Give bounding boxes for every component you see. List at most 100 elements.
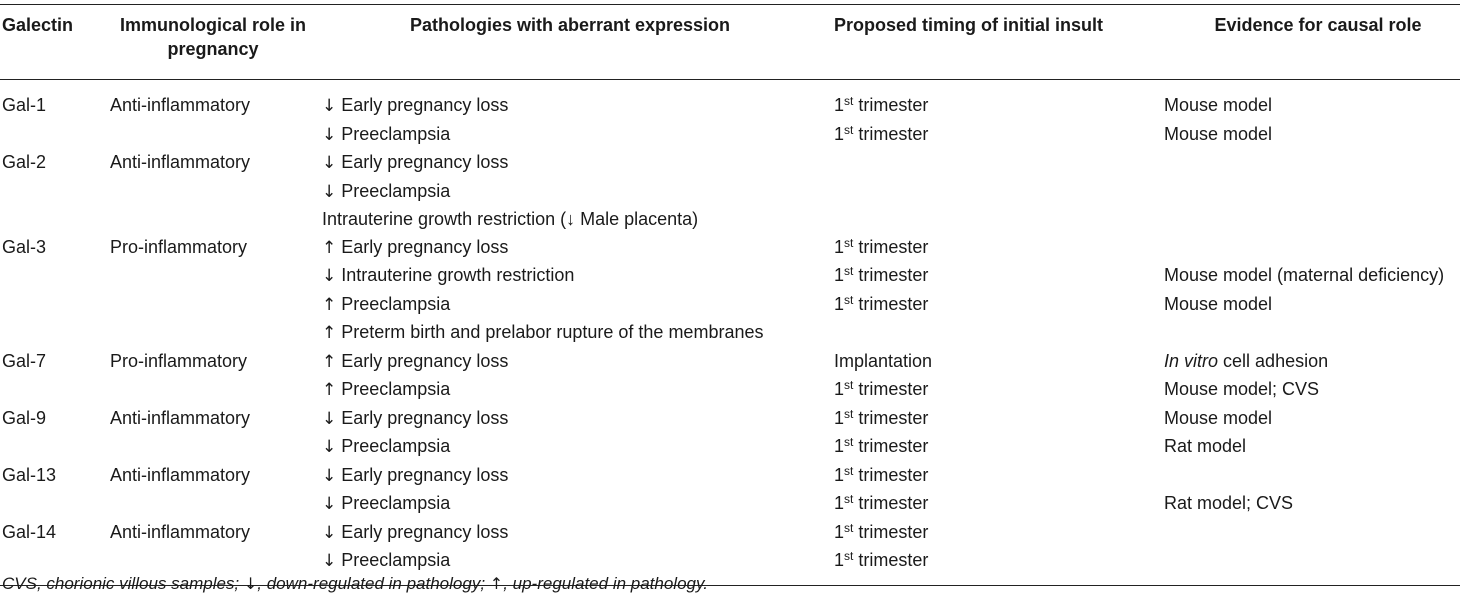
galectin-name: Gal-1 (2, 95, 47, 115)
cell-timing: 1st trimester (824, 121, 1164, 150)
cell-timing: Implantation (824, 348, 1164, 377)
regulation-arrow: ↓ (322, 465, 337, 486)
cell-timing (824, 319, 1164, 348)
role-text: Pro-inflammatory (110, 350, 248, 371)
timing-main: 1 (834, 379, 845, 399)
cell-galectin (0, 206, 110, 234)
cell-evidence: Mouse model (1164, 80, 1460, 121)
cell-role: Anti-inflammatory (110, 80, 316, 121)
timing-suffix: trimester (853, 95, 929, 115)
cell-evidence (1164, 149, 1460, 178)
cell-evidence: Mouse model (1164, 405, 1460, 434)
evidence-text: Rat model (1164, 436, 1247, 456)
cell-galectin: Gal-2 (0, 149, 110, 178)
cell-evidence (1164, 206, 1460, 234)
cell-timing (824, 178, 1164, 207)
timing-main: 1 (834, 521, 845, 542)
cell-galectin (0, 490, 110, 519)
evidence-text: Rat model; CVS (1164, 493, 1294, 513)
cell-pathology: ↑ Preterm birth and prelabor rupture of … (316, 319, 824, 348)
regulation-arrow: ↓ (322, 124, 337, 145)
cell-role: Pro-inflammatory (110, 234, 316, 263)
cell-evidence: In vitro cell adhesion (1164, 348, 1460, 377)
header-timing: Proposed timing of initial insult (834, 15, 1103, 35)
regulation-arrow: ↓ (322, 551, 337, 571)
cell-galectin (0, 121, 110, 150)
table-row: ↓ Preeclampsia 1st trimester Rat model; CV… (0, 490, 1460, 519)
cell-role (110, 376, 316, 405)
timing-main: 1 (834, 493, 845, 513)
timing-ordinal: st (844, 463, 854, 478)
cell-pathology: ↓ Early pregnancy loss (316, 462, 824, 491)
cell-evidence (1164, 547, 1460, 585)
regulation-arrow: ↓ (322, 408, 337, 429)
header-role-text: Immunological role in pregnancy (119, 15, 307, 59)
table-row: Gal-13 Anti-inflammatory ↓ Early pregnancy… (0, 462, 1460, 491)
timing-main: 1 (834, 550, 845, 570)
cell-galectin (0, 319, 110, 348)
pathology-text: Preeclampsia (341, 123, 451, 144)
timing-main: 1 (834, 293, 845, 314)
cell-role: Anti-inflammatory (110, 462, 316, 491)
cell-pathology: ↑ Early pregnancy loss (316, 234, 824, 263)
cell-evidence: Mouse model; CVS (1164, 376, 1460, 405)
footnote-text-2: , down-regulated in pathology; (257, 574, 490, 593)
cell-timing: 1st trimester (824, 462, 1164, 491)
regulation-arrow: ↓ (322, 153, 337, 173)
timing-ordinal: st (844, 292, 854, 307)
pathology-text: Preeclampsia (341, 436, 451, 456)
timing-suffix: trimester (853, 407, 929, 428)
footnote-up-arrow: ↑ (489, 574, 504, 593)
pathology-text: Early pregnancy loss (341, 152, 509, 172)
pathology-text: Preeclampsia (341, 493, 451, 513)
table-row: ↑ Preeclampsia 1st trimester Mouse model (0, 291, 1460, 320)
cell-evidence (1164, 178, 1460, 207)
table-body: Gal-1 Anti-inflammatory ↓ Early pregnancy … (0, 80, 1460, 585)
regulation-arrow: ↑ (322, 237, 337, 258)
cell-pathology: ↓ Early pregnancy loss (316, 80, 824, 121)
cell-galectin (0, 262, 110, 291)
cell-galectin (0, 178, 110, 207)
cell-timing (824, 149, 1164, 178)
table-row: ↑ Preeclampsia 1st trimester Mouse model; … (0, 376, 1460, 405)
galectin-name: Gal-7 (2, 350, 47, 371)
timing-main: 1 (834, 436, 845, 456)
cell-evidence (1164, 519, 1460, 548)
regulation-arrow: ↑ (322, 351, 337, 372)
table-header: Galectin Immunological role in pregnancy… (0, 4, 1460, 80)
pathology-text: Intrauterine growth restriction (341, 265, 575, 285)
regulation-arrow: ↓ (322, 181, 337, 202)
timing-main: 1 (834, 407, 845, 428)
regulation-arrow: ↑ (322, 380, 337, 400)
cell-galectin (0, 291, 110, 320)
cell-role: Anti-inflammatory (110, 149, 316, 178)
evidence-text: cell adhesion (1218, 350, 1329, 371)
evidence-text: Mouse model (1164, 95, 1273, 115)
cell-role (110, 490, 316, 519)
footnote-text-3: , up-regulated in pathology. (503, 574, 708, 593)
pathology-text: Early pregnancy loss (341, 407, 509, 428)
timing-main: 1 (834, 95, 845, 115)
cell-timing (824, 206, 1164, 234)
pathology-text: Early pregnancy loss (341, 236, 509, 257)
cell-galectin: Gal-1 (0, 80, 110, 121)
timing-suffix: trimester (853, 123, 929, 144)
header-galectin: Galectin (2, 15, 74, 35)
table-row: Gal-9 Anti-inflammatory ↓ Early pregnancy … (0, 405, 1460, 434)
pathology-text: Intrauterine growth restriction (↓ Male … (322, 209, 699, 229)
galectin-name: Gal-2 (2, 152, 47, 172)
cell-role (110, 291, 316, 320)
timing-ordinal: st (844, 406, 854, 421)
cell-galectin (0, 433, 110, 462)
timing-suffix: trimester (853, 265, 929, 285)
timing-suffix: trimester (853, 436, 929, 456)
timing-ordinal: st (844, 492, 854, 506)
table-row: ↓ Preeclampsia 1st trimester Rat model (0, 433, 1460, 462)
timing-suffix: trimester (853, 236, 929, 257)
timing-ordinal: st (844, 122, 854, 137)
cell-pathology: ↓ Early pregnancy loss (316, 405, 824, 434)
timing-main: 1 (834, 265, 845, 285)
galectin-table: Galectin Immunological role in pregnancy… (0, 4, 1460, 586)
pathology-text: Preeclampsia (341, 379, 451, 399)
